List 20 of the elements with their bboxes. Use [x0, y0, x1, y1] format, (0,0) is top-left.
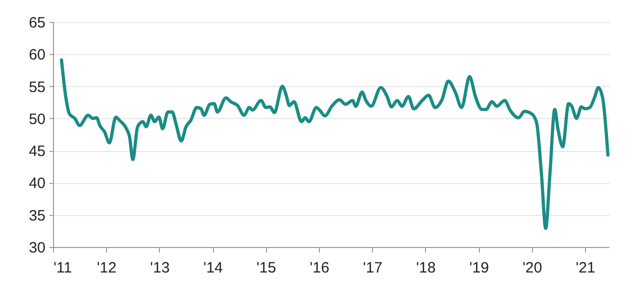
x-tick-label: '12 — [96, 260, 116, 276]
y-tick-label: 55 — [28, 78, 46, 96]
x-tick-label: '15 — [256, 260, 276, 276]
x-tick-label: '13 — [150, 260, 170, 276]
x-tick-label: '11 — [54, 260, 72, 276]
x-tick-label: '16 — [310, 260, 330, 276]
x-tick-label: '17 — [362, 260, 383, 276]
y-tick-label: 65 — [28, 14, 46, 32]
y-tick-label: 40 — [28, 175, 46, 192]
y-tick-label: 50 — [28, 110, 46, 128]
y-tick-label: 30 — [28, 240, 46, 256]
y-tick-label: 35 — [28, 207, 46, 224]
line-series — [60, 58, 610, 230]
y-tick-label: 45 — [28, 143, 46, 160]
x-tick-label: '21 — [576, 260, 596, 276]
x-tick-label: '19 — [469, 260, 489, 276]
y-tick-label: 60 — [28, 46, 46, 64]
x-tick-label: '18 — [416, 260, 436, 276]
x-tick-label: '14 — [203, 260, 223, 276]
x-tick-label: '20 — [522, 260, 542, 276]
